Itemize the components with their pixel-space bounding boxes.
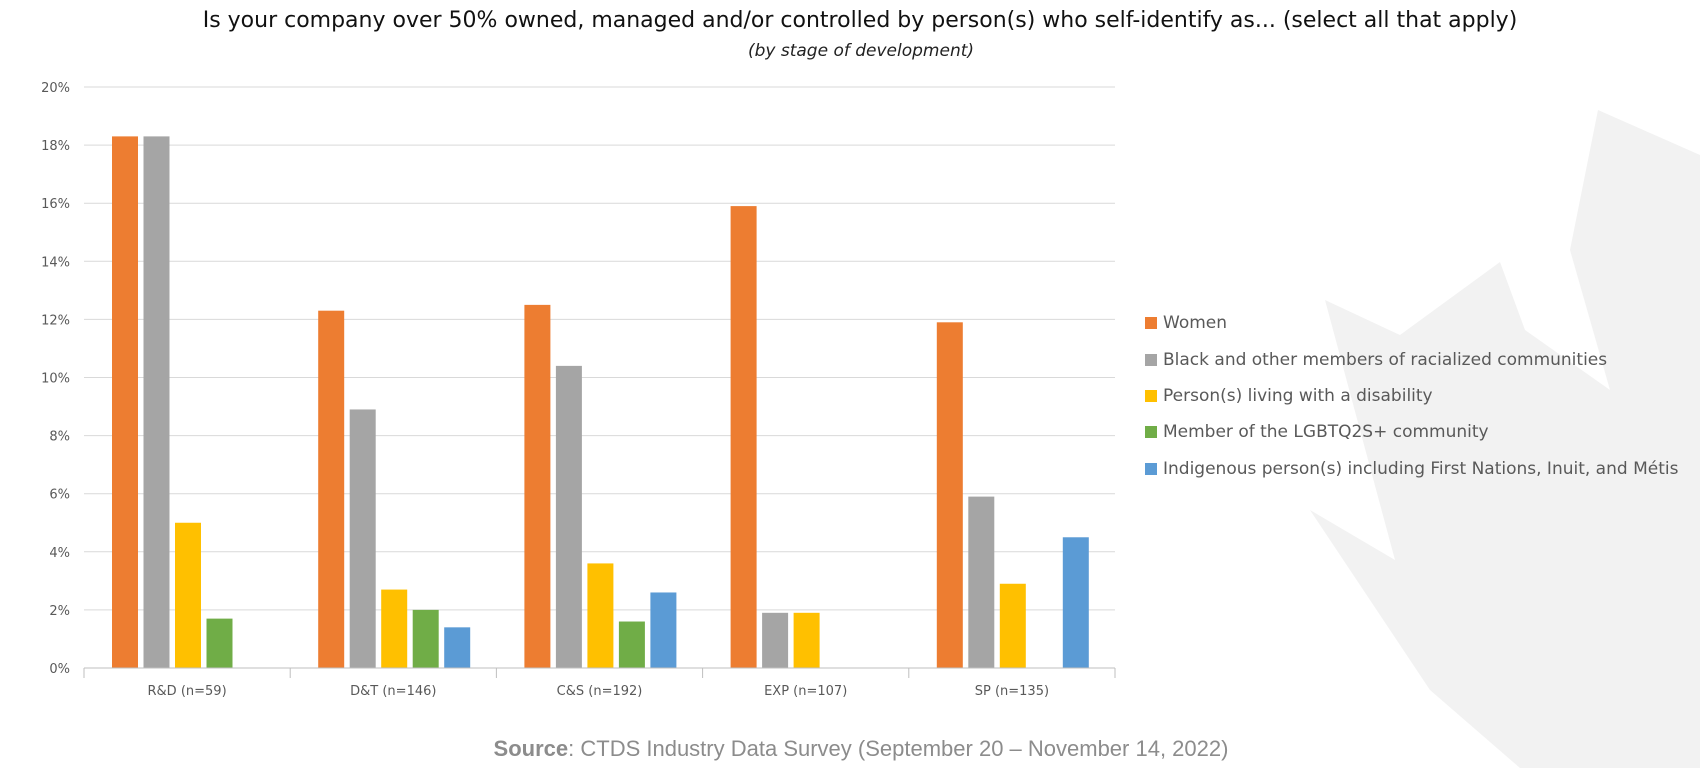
y-tick-label: 8% xyxy=(49,430,70,445)
x-tick-label: SP (n=135) xyxy=(975,684,1049,699)
bar xyxy=(968,496,995,668)
bar xyxy=(1062,537,1089,668)
y-tick-label: 14% xyxy=(41,255,70,270)
legend-item: Member of the LGBTQ2S+ community xyxy=(1145,414,1678,450)
chart-title: Is your company over 50% owned, managed … xyxy=(202,8,1518,33)
chart-subtitle: (by stage of development) xyxy=(747,41,975,61)
source-text: : CTDS Industry Data Survey (September 2… xyxy=(568,736,1229,761)
bar xyxy=(587,563,614,668)
bar xyxy=(793,612,820,668)
bar xyxy=(650,592,677,668)
legend-label: Women xyxy=(1163,313,1228,334)
source-label: Source xyxy=(493,736,569,761)
legend-item: Women xyxy=(1145,305,1678,341)
bar xyxy=(555,365,582,668)
legend-item: Person(s) living with a disability xyxy=(1145,378,1678,414)
bar xyxy=(999,583,1026,668)
maple-leaf-shape xyxy=(1310,110,1700,768)
legend-label: Black and other members of racialized co… xyxy=(1163,349,1608,370)
bar xyxy=(444,627,471,668)
bar xyxy=(381,589,408,668)
legend-label: Member of the LGBTQ2S+ community xyxy=(1163,422,1489,443)
x-tick-label: R&D (n=59) xyxy=(148,684,227,699)
legend-item: Black and other members of racialized co… xyxy=(1145,341,1678,377)
y-tick-label: 16% xyxy=(41,197,70,212)
bar xyxy=(143,136,170,668)
y-tick-label: 6% xyxy=(49,488,70,503)
legend-item: Indigenous person(s) including First Nat… xyxy=(1145,451,1678,487)
source-note: Source: CTDS Industry Data Survey (Septe… xyxy=(0,736,1700,762)
legend-swatch xyxy=(1145,317,1157,330)
y-tick-label: 18% xyxy=(41,139,70,154)
bars xyxy=(112,136,1089,669)
legend-swatch xyxy=(1145,462,1157,475)
x-axis xyxy=(83,667,1116,678)
legend-swatch xyxy=(1145,426,1157,439)
legend-swatch xyxy=(1145,389,1157,402)
x-tick-label: D&T (n=146) xyxy=(350,684,436,699)
bar xyxy=(318,310,345,668)
y-tick-label: 20% xyxy=(41,81,70,96)
bar xyxy=(936,322,963,668)
bar xyxy=(349,409,376,668)
bar xyxy=(762,612,789,668)
y-tick-label: 0% xyxy=(49,662,70,677)
y-tick-label: 2% xyxy=(49,604,70,619)
bar xyxy=(618,621,645,668)
bar xyxy=(112,136,138,668)
tick-labels: 0% 2% 4% 6% 8% 10% 12% 14% 16% 18% 20% R&D (n=59) D&… xyxy=(41,81,1049,699)
bar xyxy=(412,609,439,668)
bar xyxy=(730,206,757,669)
x-tick-label: C&S (n=192) xyxy=(557,684,643,699)
y-tick-label: 10% xyxy=(41,372,70,387)
legend-swatch xyxy=(1145,353,1157,366)
legend-label: Person(s) living with a disability xyxy=(1163,385,1433,406)
bar xyxy=(524,304,551,668)
y-tick-label: 4% xyxy=(49,546,70,561)
bar xyxy=(206,618,233,668)
y-tick-label: 12% xyxy=(41,313,70,328)
legend: Women Black and other members of racializ… xyxy=(1145,305,1678,487)
bar xyxy=(175,522,201,668)
legend-label: Indigenous person(s) including First Nat… xyxy=(1163,458,1679,479)
x-tick-label: EXP (n=107) xyxy=(764,684,847,699)
